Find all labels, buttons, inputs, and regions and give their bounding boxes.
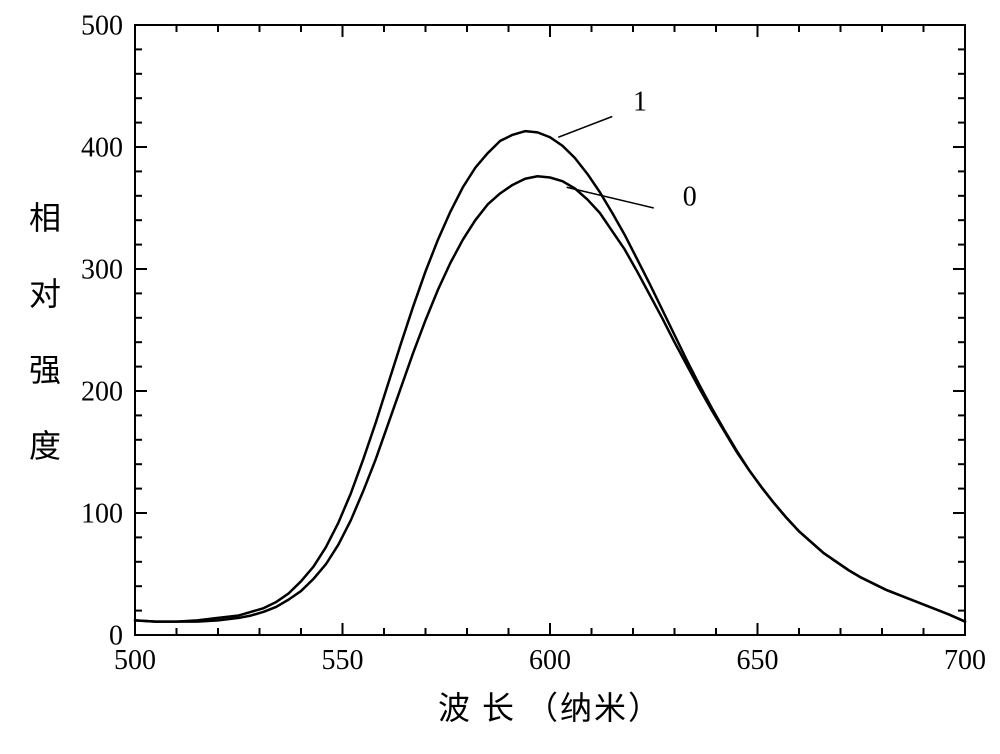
svg-text:相: 相 — [29, 200, 61, 236]
series-label-1: 1 — [633, 86, 647, 117]
x-tick-label: 700 — [944, 645, 986, 676]
svg-text:强: 强 — [29, 352, 61, 388]
y-tick-label: 500 — [81, 10, 123, 41]
x-tick-label: 600 — [529, 645, 571, 676]
y-tick-label: 300 — [81, 254, 123, 285]
x-tick-label: 550 — [322, 645, 364, 676]
svg-text:度: 度 — [29, 428, 61, 464]
y-tick-label: 100 — [81, 498, 123, 529]
svg-text:对: 对 — [29, 276, 61, 312]
y-tick-label: 200 — [81, 376, 123, 407]
y-tick-label: 400 — [81, 132, 123, 163]
series-label-0: 0 — [683, 182, 697, 213]
spectrum-chart: 500550600650700010020030040050010波 长 （纳米… — [0, 0, 1000, 754]
y-tick-label: 0 — [109, 620, 123, 651]
x-axis-label: 波 长 （纳米） — [438, 690, 662, 726]
x-tick-label: 650 — [737, 645, 779, 676]
chart-svg: 500550600650700010020030040050010波 长 （纳米… — [0, 0, 1000, 754]
